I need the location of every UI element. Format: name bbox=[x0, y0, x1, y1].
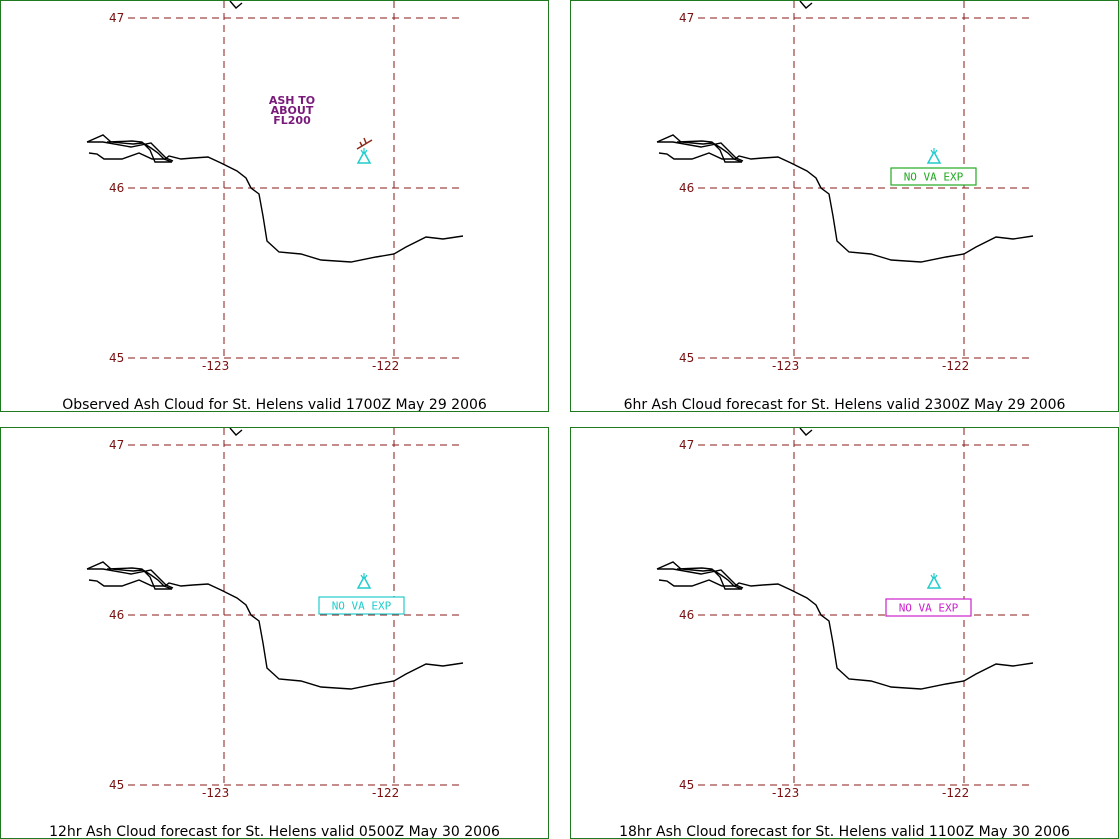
panel-caption: 6hr Ash Cloud forecast for St. Helens va… bbox=[623, 397, 1066, 412]
latitude-label: 46 bbox=[109, 181, 124, 195]
graticule bbox=[128, 428, 463, 786]
border-fragment bbox=[799, 1, 813, 9]
coastline-segment bbox=[657, 141, 744, 162]
coastline bbox=[86, 428, 464, 690]
longitude-label: -123 bbox=[772, 786, 799, 800]
coastline-segment bbox=[656, 134, 743, 163]
coastline-segment bbox=[88, 579, 464, 690]
map-features: NO VA EXP bbox=[318, 573, 405, 615]
no-va-exp-box: NO VA EXP bbox=[890, 167, 977, 186]
latitude-label: 45 bbox=[679, 778, 694, 792]
no-va-exp-box: NO VA EXP bbox=[885, 598, 972, 617]
graticule bbox=[698, 428, 1033, 786]
coastline-segment bbox=[86, 561, 173, 590]
longitude-label: -123 bbox=[202, 359, 229, 373]
border-fragment bbox=[799, 428, 813, 436]
graticule-labels: 47 46 45 -123 -122 bbox=[109, 438, 399, 800]
coastline-segment bbox=[657, 568, 744, 589]
wind-barb-icon bbox=[356, 137, 373, 150]
border-fragment bbox=[229, 428, 243, 436]
longitude-label: -122 bbox=[372, 359, 399, 373]
coastline-segment bbox=[656, 561, 743, 590]
coastline-segment bbox=[87, 568, 174, 589]
no-va-exp-label: NO VA EXP bbox=[899, 602, 959, 615]
panel-caption: 18hr Ash Cloud forecast for St. Helens v… bbox=[619, 824, 1070, 839]
graticule bbox=[128, 1, 463, 359]
ash-annotation-text: FL200 bbox=[273, 114, 311, 127]
no-va-exp-label: NO VA EXP bbox=[332, 600, 392, 613]
volcano-icon bbox=[926, 573, 942, 589]
latitude-label: 47 bbox=[109, 438, 124, 452]
latitude-label: 45 bbox=[109, 351, 124, 365]
no-va-exp-box: NO VA EXP bbox=[318, 596, 405, 615]
map-features: NO VA EXP bbox=[885, 573, 972, 617]
panel-caption: Observed Ash Cloud for St. Helens valid … bbox=[62, 397, 487, 412]
graticule-labels: 47 46 45 -123 -122 bbox=[679, 11, 969, 373]
ash-annotation-text: ASH TO bbox=[269, 94, 315, 107]
longitude-label: -122 bbox=[942, 359, 969, 373]
latitude-label: 45 bbox=[109, 778, 124, 792]
map-features: NO VA EXP bbox=[890, 148, 977, 186]
coastline-segment bbox=[658, 579, 1034, 690]
longitude-label: -123 bbox=[202, 786, 229, 800]
coastline-segment bbox=[87, 141, 174, 162]
coastline bbox=[656, 1, 1034, 263]
map-panel-18hr: 47 46 45 -123 -122 NO VA EXP 18hr Ash Cloud … bbox=[570, 427, 1119, 839]
ash-annotation-text: ABOUT bbox=[271, 104, 314, 117]
volcano-icon bbox=[356, 148, 372, 164]
map-canvas: 47 46 45 -123 -122 NO VA EXP bbox=[86, 428, 464, 800]
panel-caption: 12hr Ash Cloud forecast for St. Helens v… bbox=[49, 824, 500, 839]
coastline-segment bbox=[658, 152, 1034, 263]
latitude-label: 46 bbox=[109, 608, 124, 622]
coastline bbox=[86, 1, 464, 263]
longitude-label: -122 bbox=[942, 786, 969, 800]
map-panel-12hr: 47 46 45 -123 -122 NO VA EXP 12hr Ash Cloud … bbox=[0, 427, 549, 839]
map-canvas: 47 46 45 -123 -122 NO VA EXP bbox=[656, 1, 1034, 373]
graticule bbox=[698, 1, 1033, 359]
longitude-label: -123 bbox=[772, 359, 799, 373]
graticule-labels: 47 46 45 -123 -122 bbox=[109, 11, 399, 373]
coastline-segment bbox=[88, 152, 464, 263]
border-fragment bbox=[229, 1, 243, 9]
latitude-label: 45 bbox=[679, 351, 694, 365]
no-va-exp-label: NO VA EXP bbox=[904, 171, 964, 184]
coastline-segment bbox=[86, 134, 173, 163]
volcano-icon bbox=[926, 148, 942, 164]
map-panel-6hr: 47 46 45 -123 -122 NO VA EXP 6hr Ash Cloud f… bbox=[570, 0, 1119, 412]
latitude-label: 47 bbox=[679, 11, 694, 25]
latitude-label: 46 bbox=[679, 181, 694, 195]
volcano-icon bbox=[356, 573, 372, 589]
map-panel-observed: 47 46 45 -123 -122 ASH TO ABOUT FL200 Observed… bbox=[0, 0, 549, 412]
graticule-labels: 47 46 45 -123 -122 bbox=[679, 438, 969, 800]
coastline bbox=[656, 428, 1034, 690]
latitude-label: 46 bbox=[679, 608, 694, 622]
longitude-label: -122 bbox=[372, 786, 399, 800]
map-canvas: 47 46 45 -123 -122 NO VA EXP bbox=[656, 428, 1034, 800]
latitude-label: 47 bbox=[679, 438, 694, 452]
latitude-label: 47 bbox=[109, 11, 124, 25]
